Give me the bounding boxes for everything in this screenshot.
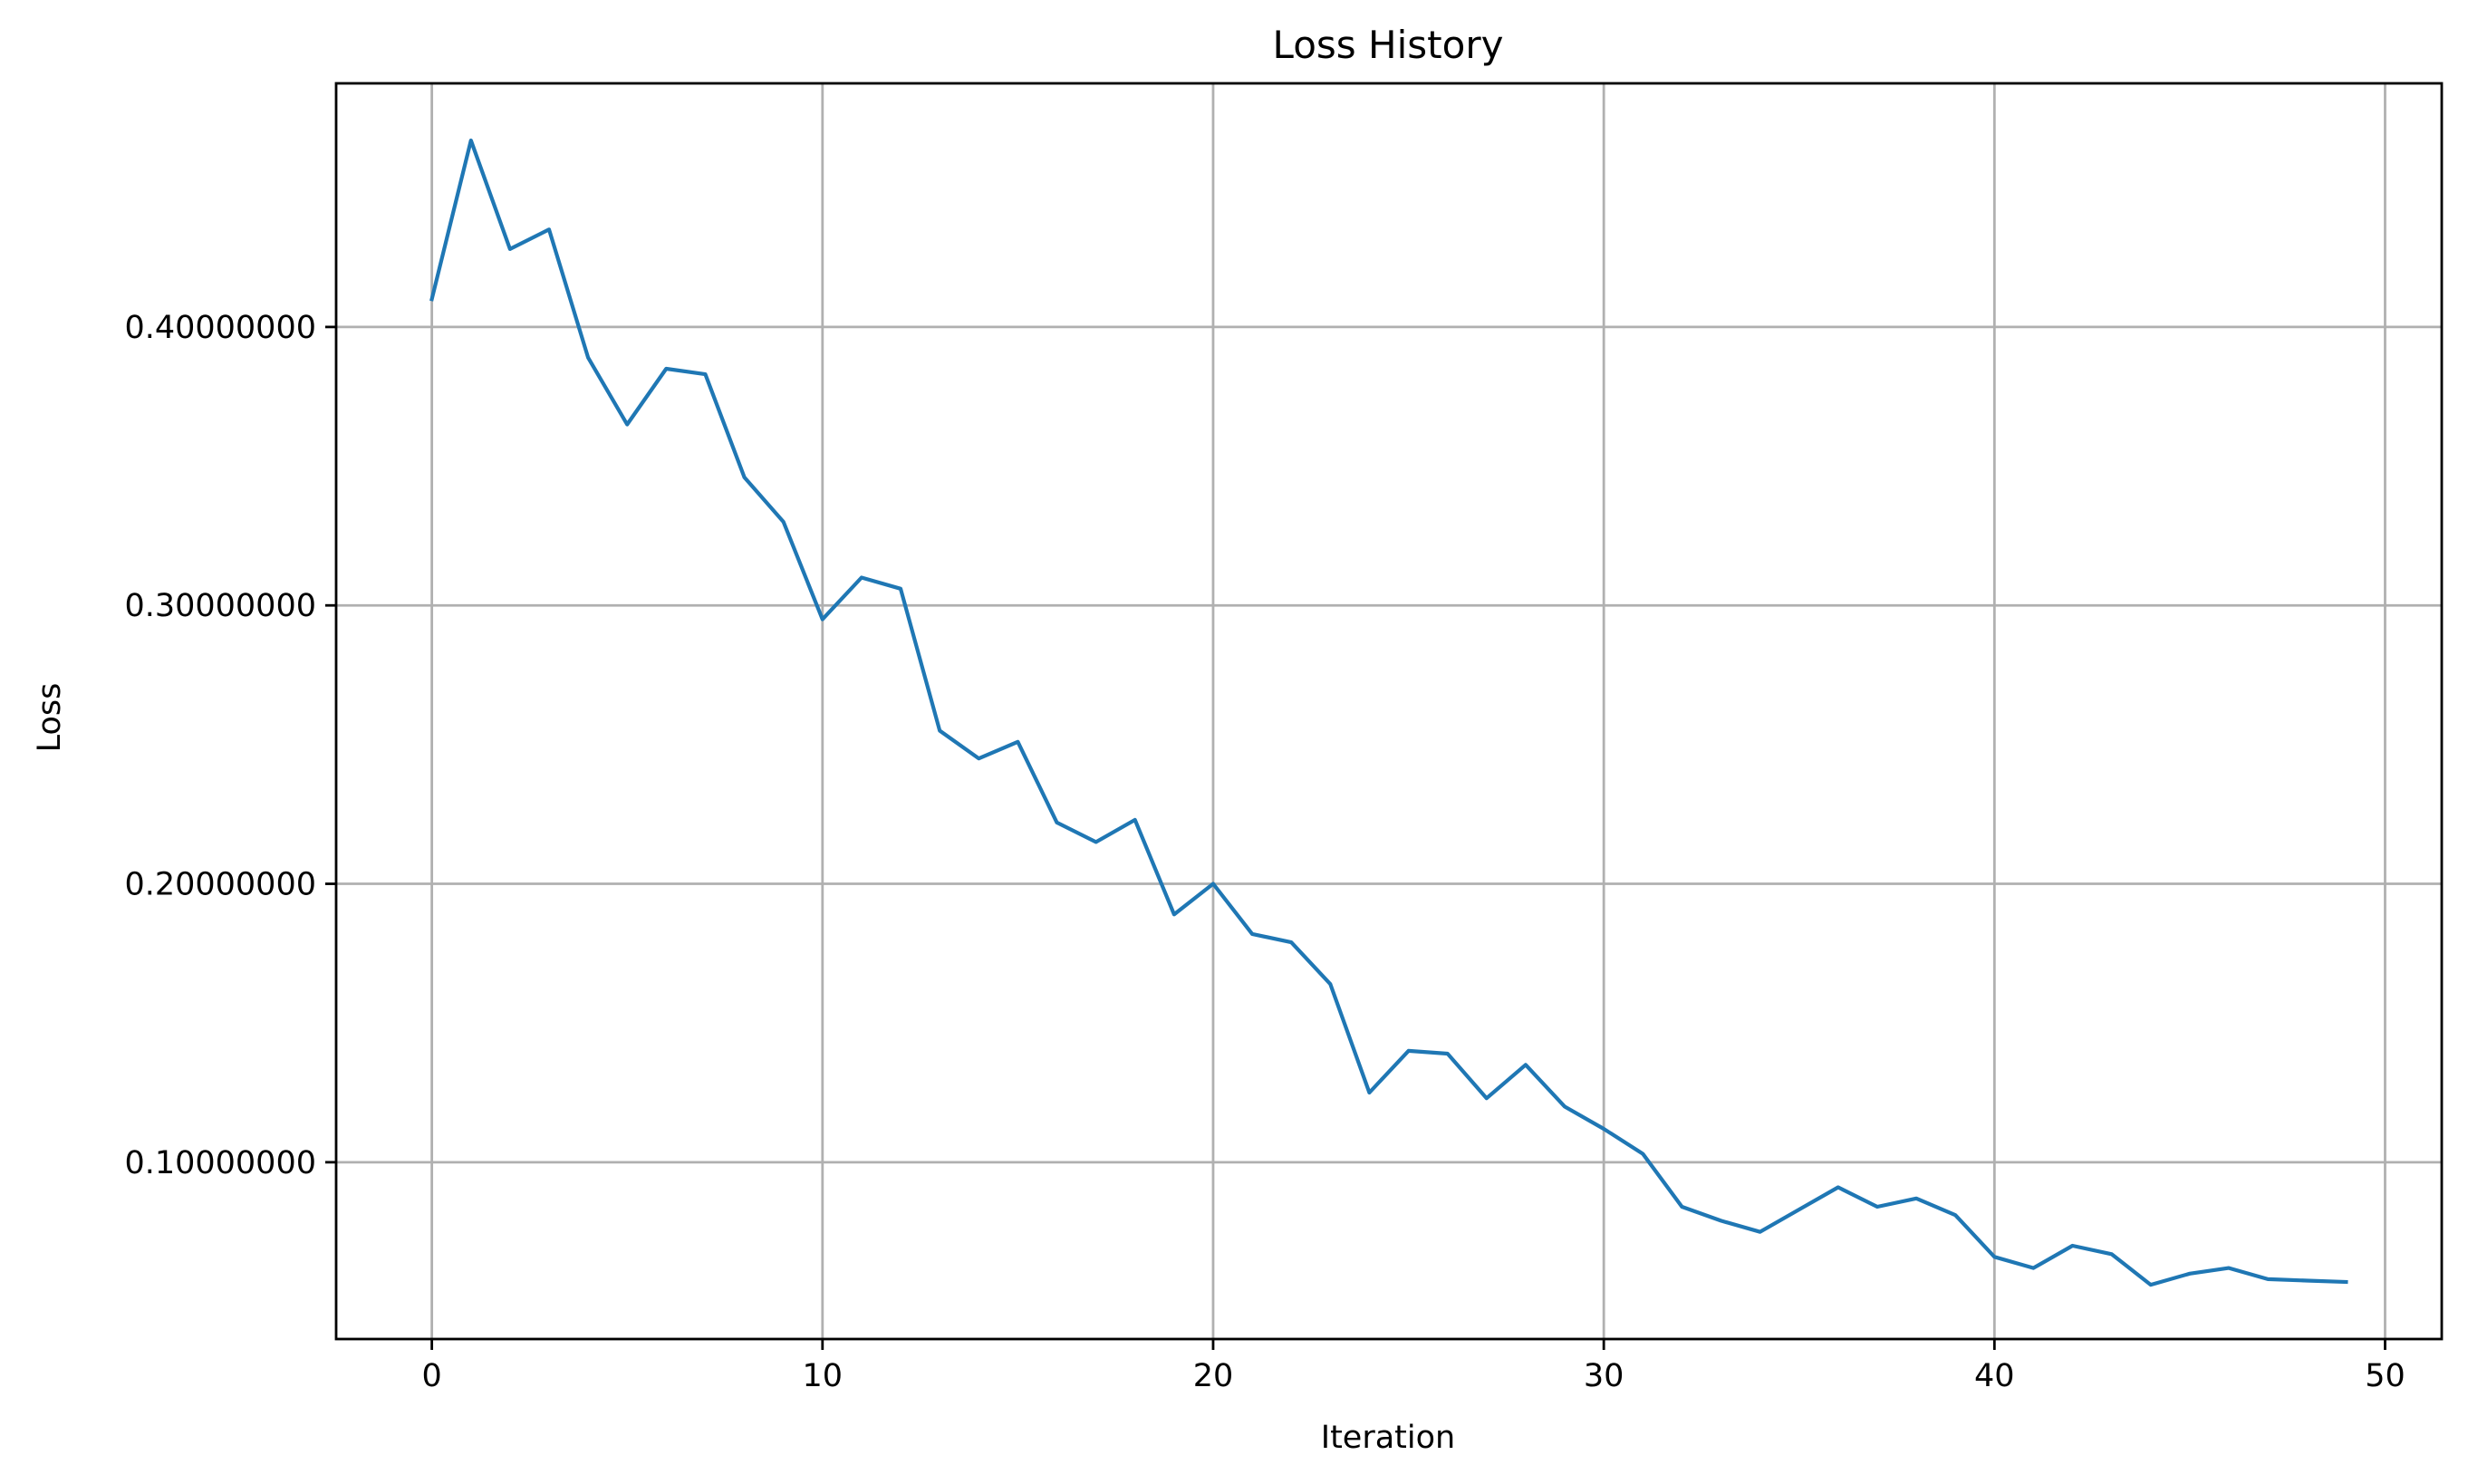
y-axis-ticks: 0.10000000 0.20000000 0.30000000 0.40000000: [124, 310, 336, 1181]
chart-title: Loss History: [1273, 23, 1504, 67]
x-tick-label: 40: [1974, 1358, 2015, 1394]
y-tick-label: 0.10000000: [124, 1145, 316, 1181]
x-tick-label: 0: [421, 1358, 441, 1394]
x-axis-label: Iteration: [1321, 1420, 1455, 1456]
grid: [336, 83, 2442, 1339]
series-layer: [429, 138, 2348, 1287]
loss-series-line: [429, 138, 2348, 1287]
y-tick-label: 0.40000000: [124, 310, 316, 346]
plot-frame: [334, 82, 2444, 1341]
x-tick-label: 10: [803, 1358, 844, 1394]
y-tick-label: 0.30000000: [124, 588, 316, 624]
x-tick-label: 50: [2365, 1358, 2405, 1394]
x-tick-label: 20: [1193, 1358, 1234, 1394]
y-axis-label: Loss: [32, 683, 68, 753]
x-tick-label: 30: [1584, 1358, 1624, 1394]
x-axis-ticks: 0 10 20 30 40 50: [421, 1339, 2405, 1394]
y-tick-label: 0.20000000: [124, 867, 316, 903]
